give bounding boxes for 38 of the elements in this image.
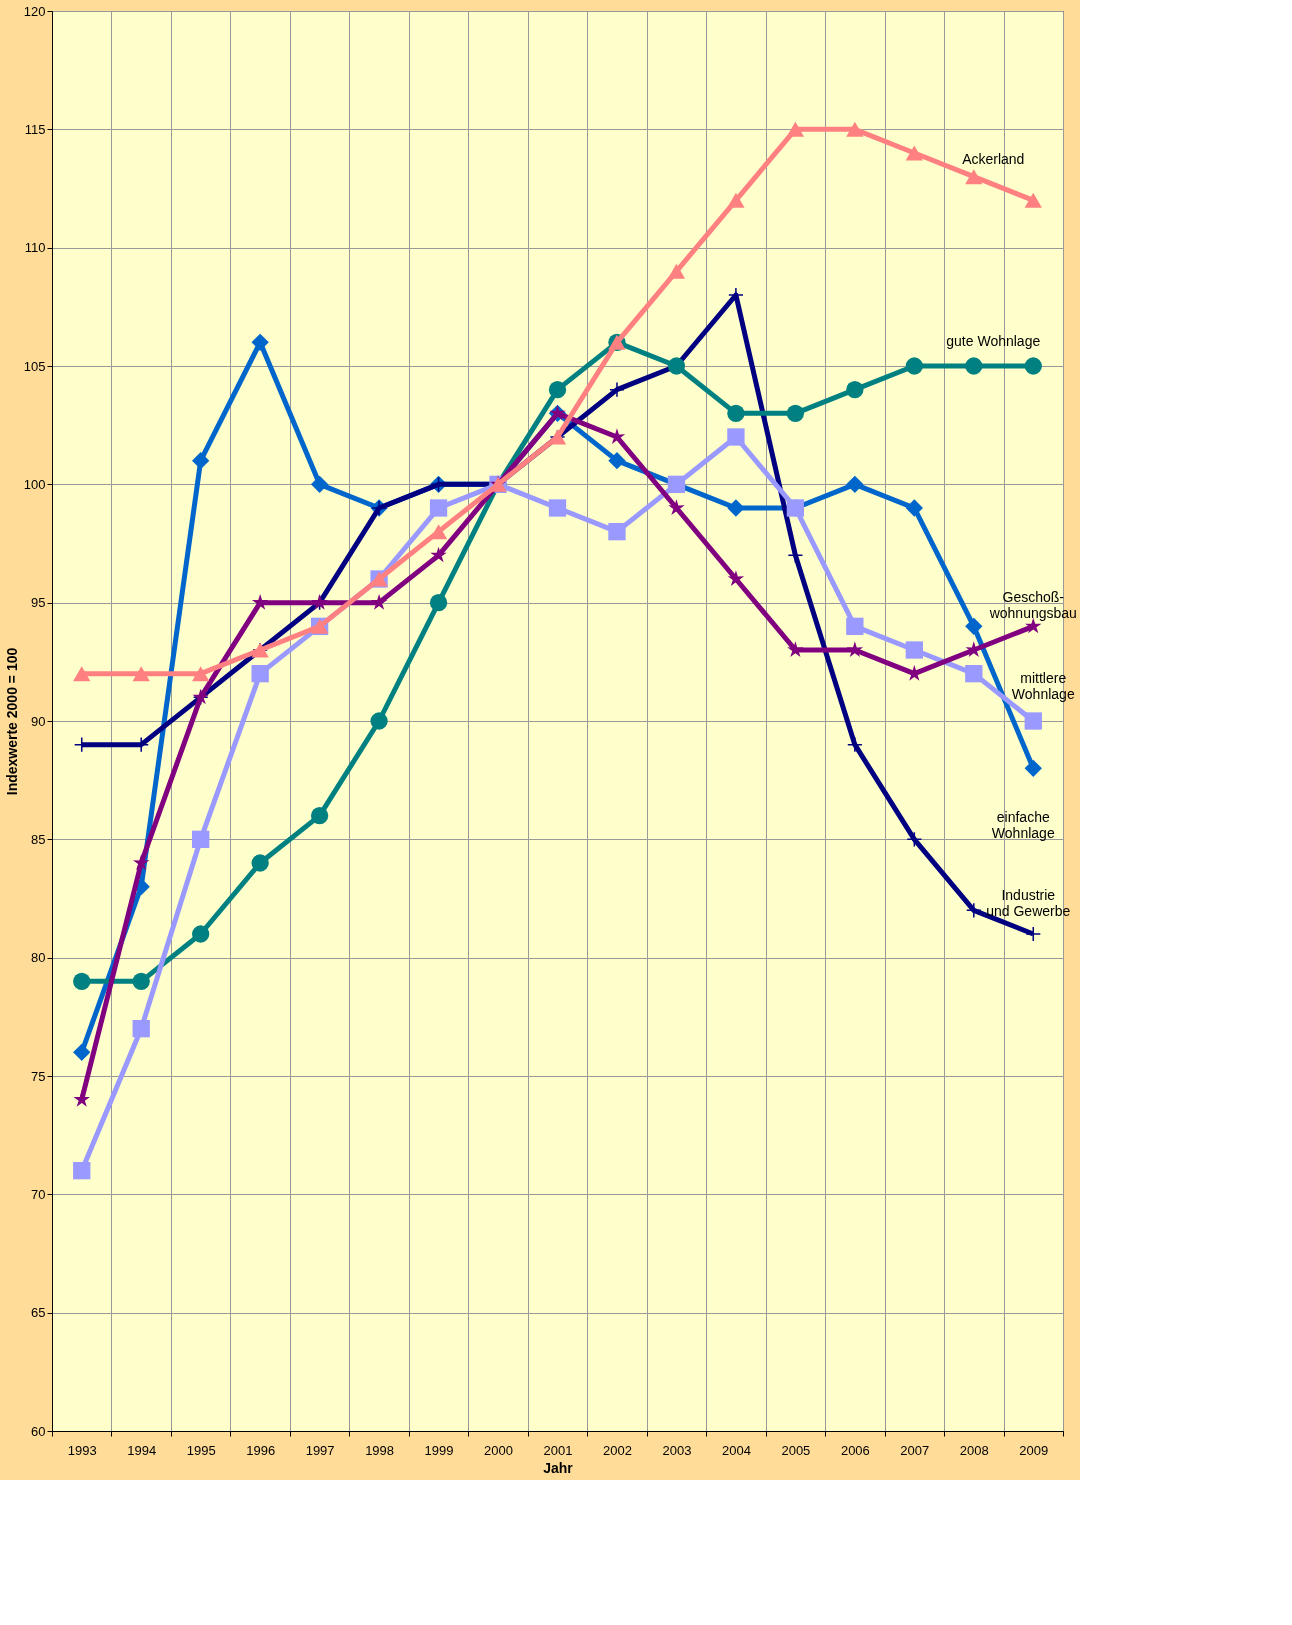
series-label: Geschoß- wohnungsbau bbox=[988, 589, 1077, 622]
text: einfache Wohnlage bbox=[991, 809, 1055, 842]
y-tick-label: 100 bbox=[23, 476, 46, 492]
y-tick-label: 75 bbox=[31, 1068, 46, 1084]
y-tick-label: 110 bbox=[24, 240, 46, 256]
y-axis-title: Indexwerte 2000 = 100 bbox=[3, 647, 20, 796]
y-tick-label: 95 bbox=[31, 595, 46, 611]
x-tick-label: 1995 bbox=[186, 1442, 216, 1458]
x-tick-label: 2002 bbox=[603, 1442, 632, 1458]
x-tick-label: 1997 bbox=[305, 1442, 335, 1458]
y-tick-label: 90 bbox=[31, 713, 46, 729]
series-label: mittlere Wohnlage bbox=[1011, 670, 1075, 702]
x-tick-label: 2008 bbox=[959, 1442, 989, 1458]
x-tick-label: 1999 bbox=[424, 1442, 454, 1458]
x-tick-label: 2004 bbox=[721, 1442, 751, 1458]
x-tick-label: 2006 bbox=[840, 1442, 870, 1458]
x-tick-label: 1998 bbox=[365, 1442, 395, 1458]
series-label: Industrie und Gewerbe bbox=[986, 887, 1071, 919]
x-tick-label: 2005 bbox=[781, 1442, 811, 1458]
y-tick-label: 105 bbox=[23, 358, 46, 374]
x-tick-label: 2001 bbox=[543, 1442, 573, 1458]
x-tick-label: 1996 bbox=[246, 1442, 276, 1458]
y-tick-label: 60 bbox=[31, 1423, 46, 1439]
y-tick-label: 80 bbox=[31, 950, 46, 966]
x-tick-label: 1994 bbox=[127, 1442, 157, 1458]
series-label: gute Wohnlage bbox=[946, 333, 1041, 349]
x-tick-label: 1993 bbox=[67, 1442, 97, 1458]
x-axis-title: Jahr bbox=[543, 1459, 574, 1476]
x-tick-label: 2009 bbox=[1019, 1442, 1049, 1458]
x-tick-label: 2000 bbox=[484, 1442, 513, 1458]
y-tick-label: 65 bbox=[31, 1305, 46, 1321]
y-tick-label: 120 bbox=[23, 3, 46, 19]
series-label: Ackerland bbox=[962, 151, 1025, 168]
y-tick-label: 85 bbox=[31, 831, 46, 847]
x-tick-label: 2003 bbox=[662, 1442, 692, 1458]
y-tick-label: 115 bbox=[24, 121, 46, 137]
y-tick-label: 70 bbox=[31, 1186, 46, 1202]
x-tick-label: 2007 bbox=[900, 1442, 930, 1458]
